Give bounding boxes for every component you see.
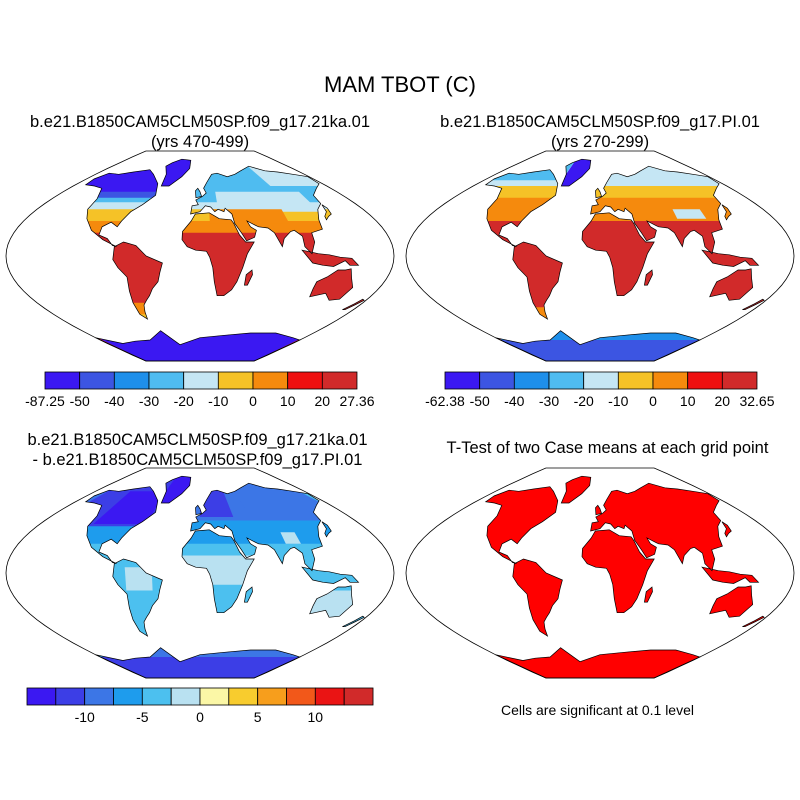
colorbar-swatch	[141, 687, 172, 706]
colorbar-swatch	[721, 371, 758, 390]
colorbar-tick-label: -10	[608, 393, 628, 409]
panel-2-title: b.e21.B1850CAM5CLM50SP.f09_g17.PI.01 (yr…	[405, 112, 795, 152]
colorbar-tick-label: -87.25	[25, 393, 65, 409]
colorbar-tick-label: -50	[470, 393, 490, 409]
panel-1-title-line2: (yrs 470-499)	[150, 133, 250, 151]
colorbar-tick-label: -40	[104, 393, 124, 409]
colorbar-tick-label: 0	[649, 393, 657, 409]
colorbar-swatch	[479, 371, 515, 390]
colorbar-tick-label: -10	[208, 393, 228, 409]
panel-3-title-line2: - b.e21.B1850CAM5CLM50SP.f09_g17.PI.01	[32, 451, 363, 469]
colorbar-tick-label: 20	[315, 393, 331, 409]
colorbar-tick-label: -10	[75, 709, 95, 725]
colorbar-tick-label: 0	[249, 393, 257, 409]
colorbar-tick-label: 0	[196, 709, 204, 725]
figure-title: MAM TBOT (C)	[324, 72, 476, 97]
colorbar-tick-label: -30	[139, 393, 159, 409]
map-panel-difference	[5, 467, 395, 679]
colorbar-tick-label: -50	[70, 393, 90, 409]
panel-1-title-line1: b.e21.B1850CAM5CLM50SP.f09_g17.21ka.01	[29, 113, 371, 131]
significance-note: Cells are significant at 0.1 level	[501, 702, 694, 718]
colorbar-swatch	[199, 687, 230, 706]
colorbar-swatch	[583, 371, 619, 390]
colorbar-21ka: -87.25 -50 -40 -30 -20 -10 0 10 20 27.36	[25, 371, 375, 409]
panel-2-title-line1: b.e21.B1850CAM5CLM50SP.f09_g17.PI.01	[440, 113, 760, 131]
colorbar-tick-label: -40	[504, 393, 524, 409]
colorbar-swatch	[55, 687, 86, 706]
colorbar-tick-label: -30	[539, 393, 559, 409]
panel-2-title-line2: (yrs 270-299)	[550, 133, 650, 151]
colorbar-tick-label: -20	[574, 393, 594, 409]
colorbar-swatch	[286, 687, 316, 706]
colorbar-tick-label: 32.65	[739, 393, 774, 409]
panel-3-title-line1: b.e21.B1850CAM5CLM50SP.f09_g17.21ka.01	[27, 431, 368, 449]
colorbar-swatch	[513, 371, 550, 390]
panel-4-title-line1: T-Test of two Case means at each grid po…	[446, 439, 769, 457]
colorbar-tick-label: -5	[136, 709, 149, 725]
colorbar-swatch	[321, 371, 358, 390]
colorbar-swatch	[252, 371, 289, 390]
colorbar-difference: -10 -5 0 5 10	[26, 687, 374, 725]
colorbar-swatch	[343, 687, 374, 706]
colorbar-tick-label: -20	[174, 393, 194, 409]
colorbar-tick-label: 5	[254, 709, 262, 725]
colorbar-tick-label: 27.36	[339, 393, 374, 409]
colorbar-swatch	[113, 371, 150, 390]
colorbar-tick-label: -62.38	[425, 393, 465, 409]
colorbar-swatch	[84, 687, 114, 706]
colorbar-swatch	[314, 687, 345, 706]
colorbar-swatch	[113, 687, 143, 706]
colorbar-swatch	[26, 687, 57, 706]
map-panel-pi	[405, 150, 795, 362]
map-panel-ttest	[405, 467, 795, 679]
colorbar-swatch	[183, 371, 219, 390]
colorbar-swatch	[170, 687, 201, 706]
map-panel-21ka	[5, 150, 395, 362]
colorbar-tick-label: 10	[680, 393, 696, 409]
colorbar-swatch	[79, 371, 115, 390]
panel-3-title: b.e21.B1850CAM5CLM50SP.f09_g17.21ka.01 -…	[0, 430, 395, 470]
colorbar-tick-label: 10	[308, 709, 324, 725]
colorbar-swatch	[444, 371, 481, 390]
colorbar-pi: -62.38 -50 -40 -30 -20 -10 0 10 20 32.65	[425, 371, 775, 409]
colorbar-swatch	[548, 371, 585, 390]
colorbar-swatch	[257, 687, 287, 706]
colorbar-tick-label: 20	[715, 393, 731, 409]
panel-4-title: T-Test of two Case means at each grid po…	[415, 438, 800, 458]
colorbar-swatch	[217, 371, 254, 390]
colorbar-tick-label: 10	[280, 393, 296, 409]
colorbar-swatch	[228, 687, 259, 706]
colorbar-swatch	[687, 371, 723, 390]
colorbar-swatch	[617, 371, 654, 390]
colorbar-swatch	[44, 371, 81, 390]
colorbar-swatch	[652, 371, 689, 390]
colorbar-swatch	[287, 371, 323, 390]
panel-1-title: b.e21.B1850CAM5CLM50SP.f09_g17.21ka.01 (…	[5, 112, 395, 152]
colorbar-swatch	[148, 371, 185, 390]
